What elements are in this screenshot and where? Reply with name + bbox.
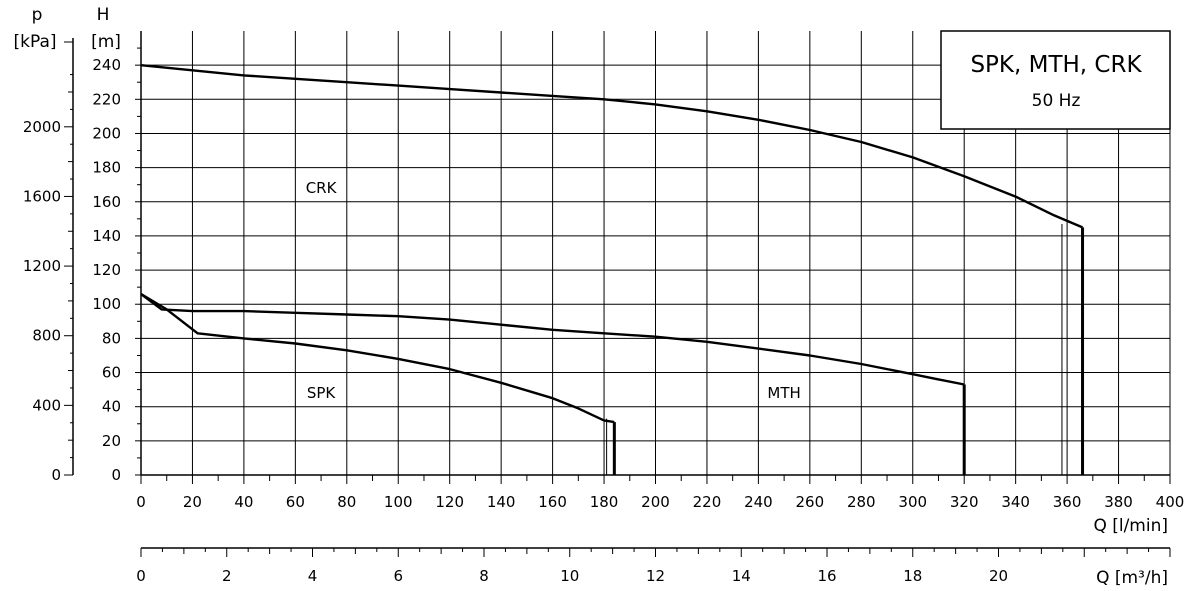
y-tick-label: 20 xyxy=(102,432,121,450)
y-tick-label: 60 xyxy=(102,364,121,382)
p-tick-label: 800 xyxy=(32,327,61,345)
curve-line-spk xyxy=(140,292,615,424)
curve-mth xyxy=(140,293,966,475)
x-tick-label: 160 xyxy=(538,493,567,511)
y-tick-label: 40 xyxy=(102,398,121,416)
y-tick-label: 140 xyxy=(92,227,121,245)
x-tick-label: 400 xyxy=(1156,493,1185,511)
y-tick-label: 120 xyxy=(92,261,121,279)
region-label-spk: SPK xyxy=(307,384,337,402)
x-tick-label: 140 xyxy=(487,493,516,511)
x-tick-label: 320 xyxy=(950,493,979,511)
h-axis-title: H xyxy=(97,5,110,25)
x2-tick-label: 10 xyxy=(560,567,579,585)
x-tick-label: 220 xyxy=(693,493,722,511)
x-tick-label: 260 xyxy=(796,493,825,511)
x2-tick-label: 4 xyxy=(308,567,318,585)
pump-curves xyxy=(140,64,1085,475)
legend-title: SPK, MTH, CRK xyxy=(970,52,1142,78)
x-tick-label: 60 xyxy=(286,493,305,511)
legend-box: SPK, MTH, CRK 50 Hz xyxy=(940,30,1171,130)
x2-tick-label: 0 xyxy=(136,567,146,585)
region-label-mth: MTH xyxy=(767,384,800,402)
p-tick-label: 400 xyxy=(32,396,61,414)
chart-grid xyxy=(141,31,1170,475)
p-axis-title: p xyxy=(32,5,43,25)
x2-tick-label: 12 xyxy=(646,567,665,585)
curve-line-crk xyxy=(140,64,1083,229)
y-tick-label: 200 xyxy=(92,124,121,142)
chart-labels: 0204060801001201401601802002202400400800… xyxy=(13,5,1184,588)
p-tick-label: 1600 xyxy=(23,187,61,205)
y-tick-label: 80 xyxy=(102,329,121,347)
x2-tick-label: 6 xyxy=(393,567,403,585)
y-tick-label: 220 xyxy=(92,90,121,108)
x2-tick-label: 14 xyxy=(732,567,751,585)
chart-axes xyxy=(64,31,1171,557)
p-tick-label: 2000 xyxy=(23,118,61,136)
p-tick-label: 0 xyxy=(51,466,61,484)
x-tick-label: 380 xyxy=(1104,493,1133,511)
x-tick-label: 20 xyxy=(183,493,202,511)
curve-crk xyxy=(140,64,1085,475)
region-label-crk: CRK xyxy=(306,179,338,197)
curve-spk xyxy=(140,292,616,475)
x-tick-label: 360 xyxy=(1053,493,1082,511)
x-tick-label: 300 xyxy=(898,493,927,511)
x2-tick-label: 8 xyxy=(479,567,489,585)
x-tick-label: 40 xyxy=(234,493,253,511)
x2-axis-title: Q [m³/h] xyxy=(1096,568,1168,588)
p-axis-unit: [kPa] xyxy=(13,32,56,52)
x-tick-label: 100 xyxy=(384,493,413,511)
curve-line-mth xyxy=(140,293,965,386)
x-tick-label: 240 xyxy=(744,493,773,511)
x-tick-label: 0 xyxy=(136,493,146,511)
legend-frequency: 50 Hz xyxy=(1032,91,1081,111)
x-axis-title: Q [l/min] xyxy=(1093,516,1168,536)
x-tick-label: 280 xyxy=(847,493,876,511)
x2-tick-label: 18 xyxy=(903,567,922,585)
x-tick-label: 200 xyxy=(641,493,670,511)
h-axis-unit: [m] xyxy=(91,32,121,52)
x-tick-label: 180 xyxy=(590,493,619,511)
y-tick-label: 180 xyxy=(92,159,121,177)
y-tick-label: 240 xyxy=(92,56,121,74)
y-tick-label: 0 xyxy=(111,466,121,484)
x-tick-label: 120 xyxy=(435,493,464,511)
y-tick-label: 100 xyxy=(92,295,121,313)
x2-tick-label: 20 xyxy=(989,567,1008,585)
x-tick-label: 80 xyxy=(337,493,356,511)
p-tick-label: 1200 xyxy=(23,257,61,275)
x2-tick-label: 16 xyxy=(817,567,836,585)
y-tick-label: 160 xyxy=(92,193,121,211)
x-tick-label: 340 xyxy=(1001,493,1030,511)
x2-tick-label: 2 xyxy=(222,567,232,585)
